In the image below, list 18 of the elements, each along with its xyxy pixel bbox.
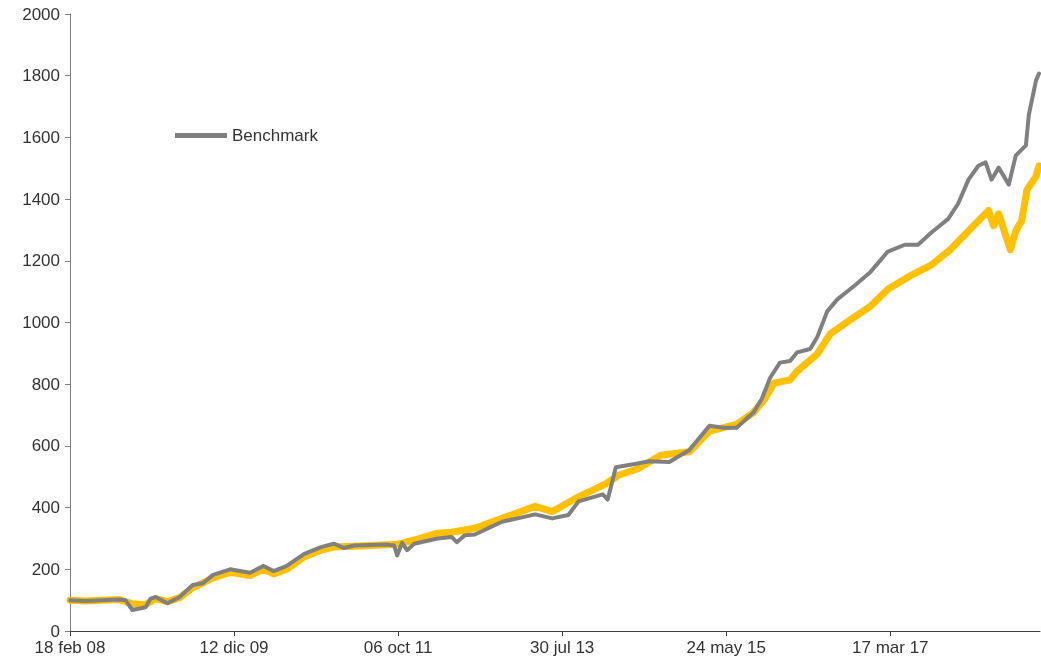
x-tick-label: 30 jul 13 xyxy=(530,638,595,657)
y-tick-label: 400 xyxy=(31,498,60,518)
x-tick-label: 12 dic 09 xyxy=(199,638,269,657)
y-tick-label: 2000 xyxy=(22,4,60,24)
y-tick-label: 1000 xyxy=(22,313,60,332)
y-tick-label: 1800 xyxy=(22,66,60,86)
x-tick-label: 17 mar 17 xyxy=(852,638,929,657)
y-tick-label: 200 xyxy=(31,559,60,579)
legend-label: Benchmark xyxy=(232,126,319,145)
y-tick-label: 600 xyxy=(31,436,60,456)
y-tick-label: 800 xyxy=(31,374,60,394)
x-tick-label: 24 may 15 xyxy=(686,638,766,657)
y-tick-label: 0 xyxy=(50,621,60,641)
x-tick-label: 18 feb 08 xyxy=(34,638,106,657)
x-tick-label: 06 oct 11 xyxy=(363,638,433,657)
y-tick-label: 1200 xyxy=(22,251,60,271)
y-tick-label: 1400 xyxy=(22,189,60,209)
y-tick-label: 1600 xyxy=(22,127,60,147)
